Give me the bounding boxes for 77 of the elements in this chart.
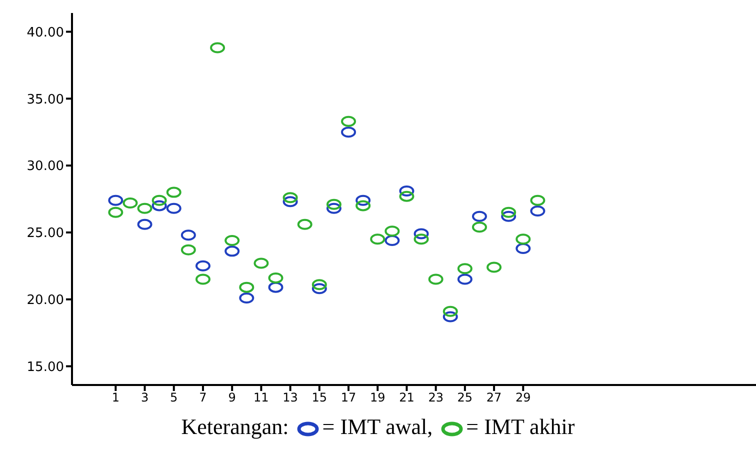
point xyxy=(414,234,429,245)
point xyxy=(224,234,240,246)
x-tick-label: 25 xyxy=(457,390,473,405)
legend-label: = IMT akhir xyxy=(465,414,575,439)
point xyxy=(239,292,254,304)
point xyxy=(180,230,196,241)
point xyxy=(384,234,400,246)
point xyxy=(282,192,298,204)
point xyxy=(501,206,516,218)
point xyxy=(442,311,458,322)
point xyxy=(414,228,429,240)
point xyxy=(137,202,152,214)
point xyxy=(312,279,327,290)
point xyxy=(472,222,487,233)
x-tick-label: 9 xyxy=(228,390,236,405)
x-tick-label: 13 xyxy=(282,390,298,405)
point xyxy=(180,244,196,256)
point xyxy=(268,272,284,284)
point xyxy=(486,262,502,273)
point xyxy=(428,274,444,285)
y-tick-label: 20.00 xyxy=(26,292,64,308)
point xyxy=(326,202,342,214)
point xyxy=(457,263,472,274)
x-tick-label: 3 xyxy=(140,390,149,405)
x-tick-label: 23 xyxy=(428,390,444,405)
x-tick-label: 1 xyxy=(112,390,120,405)
x-tick-label: 11 xyxy=(254,390,269,405)
point xyxy=(399,190,414,202)
y-tick-label: 35.00 xyxy=(26,92,64,108)
x-tick-label: 17 xyxy=(340,390,356,405)
legend-title: Keterangan: xyxy=(181,414,290,439)
x-tick-label: 15 xyxy=(312,390,328,405)
point xyxy=(152,194,167,206)
point xyxy=(152,200,167,212)
x-tick-label: 27 xyxy=(486,390,502,405)
point xyxy=(457,274,472,285)
point xyxy=(442,306,458,317)
y-tick-label: 40.00 xyxy=(26,25,64,40)
x-tick-label: 19 xyxy=(370,390,386,405)
x-tick-label: 5 xyxy=(170,390,178,405)
point xyxy=(530,194,546,206)
point xyxy=(370,234,386,245)
point xyxy=(166,202,182,214)
point xyxy=(326,198,342,210)
point xyxy=(239,282,254,293)
x-tick-label: 7 xyxy=(199,390,207,405)
point xyxy=(282,196,298,208)
point xyxy=(312,283,327,294)
x-tick-label: 29 xyxy=(516,390,531,405)
point xyxy=(195,274,210,285)
point xyxy=(195,260,210,272)
point xyxy=(341,126,356,138)
point xyxy=(516,234,531,245)
point xyxy=(297,218,312,230)
point xyxy=(254,258,269,269)
point xyxy=(356,200,371,212)
point xyxy=(122,198,138,209)
y-tick-label: 25.00 xyxy=(26,226,64,242)
point xyxy=(224,246,240,257)
point xyxy=(516,243,531,254)
point xyxy=(268,282,284,293)
point xyxy=(341,116,356,127)
point xyxy=(356,194,371,206)
point xyxy=(399,185,414,196)
x-tick-label: 21 xyxy=(399,390,414,405)
point xyxy=(384,226,400,237)
point xyxy=(472,210,487,222)
point xyxy=(530,206,546,217)
point xyxy=(137,218,152,230)
point xyxy=(166,186,182,198)
y-tick-label: 30.00 xyxy=(26,159,64,174)
point xyxy=(108,194,124,206)
point xyxy=(108,206,124,218)
point xyxy=(501,210,516,222)
point xyxy=(210,42,226,54)
legend-label: = IMT awal, xyxy=(321,414,434,439)
y-tick-label: 15.00 xyxy=(26,360,64,375)
